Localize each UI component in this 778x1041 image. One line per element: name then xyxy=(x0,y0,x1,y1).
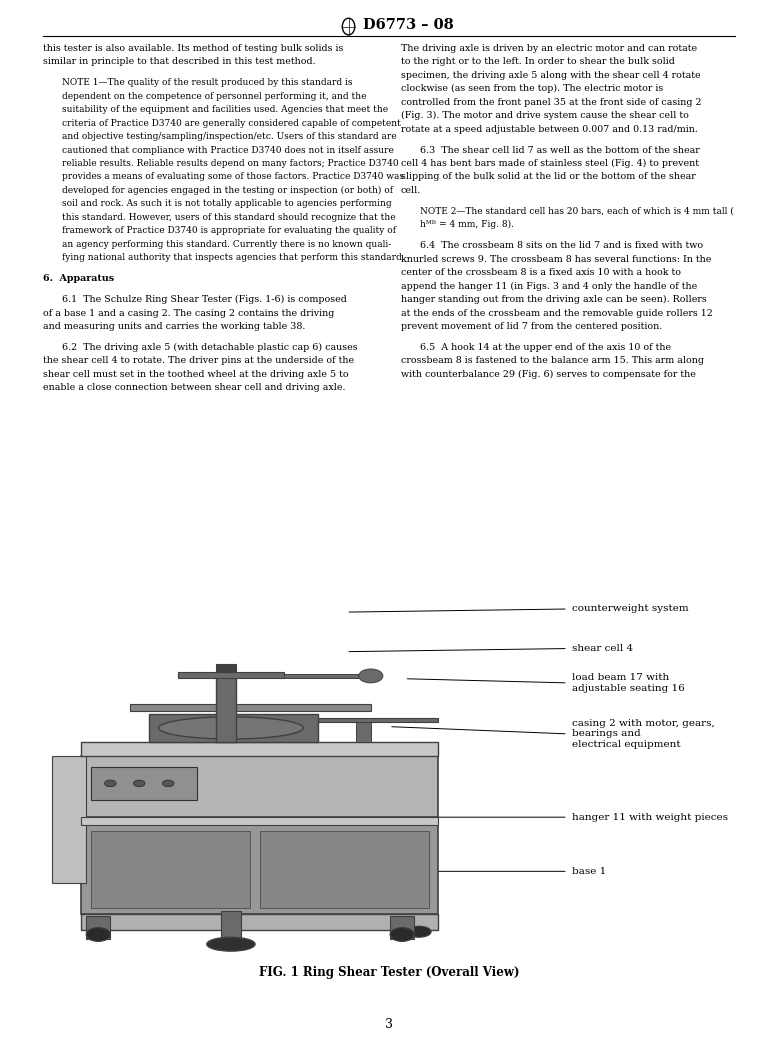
Text: developed for agencies engaged in the testing or inspection (or both) of: developed for agencies engaged in the te… xyxy=(62,186,393,195)
Text: 6.4  The crossbeam 8 sits on the lid 7 and is fixed with two: 6.4 The crossbeam 8 sits on the lid 7 an… xyxy=(420,242,703,250)
FancyBboxPatch shape xyxy=(52,756,86,883)
Bar xyxy=(390,916,414,939)
Bar xyxy=(284,674,371,678)
Ellipse shape xyxy=(407,926,431,937)
Text: dependent on the competence of personnel performing it, and the: dependent on the competence of personnel… xyxy=(62,92,366,101)
Text: FIG. 1 Ring Shear Tester (Overall View): FIG. 1 Ring Shear Tester (Overall View) xyxy=(259,966,519,979)
Text: provides a means of evaluating some of those factors. Practice D3740 was: provides a means of evaluating some of t… xyxy=(62,173,405,181)
Bar xyxy=(149,714,317,742)
Text: enable a close connection between shear cell and driving axle.: enable a close connection between shear … xyxy=(43,383,345,392)
Bar xyxy=(82,756,438,816)
Text: counterweight system: counterweight system xyxy=(572,605,689,613)
Text: center of the crossbeam 8 is a fixed axis 10 with a hook to: center of the crossbeam 8 is a fixed axi… xyxy=(401,269,681,277)
Bar xyxy=(82,742,438,756)
Text: an agency performing this standard. Currently there is no known quali-: an agency performing this standard. Curr… xyxy=(62,239,391,249)
Text: casing 2 with motor, gears,
bearings and
electrical equipment: casing 2 with motor, gears, bearings and… xyxy=(572,719,714,748)
Text: clockwise (as seen from the top). The electric motor is: clockwise (as seen from the top). The el… xyxy=(401,84,663,94)
Text: cautioned that compliance with Practice D3740 does not in itself assure: cautioned that compliance with Practice … xyxy=(62,146,394,154)
Text: knurled screws 9. The crossbeam 8 has several functions: In the: knurled screws 9. The crossbeam 8 has se… xyxy=(401,255,711,263)
Text: suitability of the equipment and facilities used. Agencies that meet the: suitability of the equipment and facilit… xyxy=(62,105,388,115)
Text: 3: 3 xyxy=(385,1018,393,1031)
Text: reliable results. Reliable results depend on many factors; Practice D3740: reliable results. Reliable results depen… xyxy=(62,159,399,168)
Bar xyxy=(130,705,371,711)
Circle shape xyxy=(163,780,174,787)
Text: soil and rock. As such it is not totally applicable to agencies performing: soil and rock. As such it is not totally… xyxy=(62,200,392,208)
Text: this tester is also available. Its method of testing bulk solids is: this tester is also available. Its metho… xyxy=(43,44,343,53)
Bar xyxy=(86,916,110,939)
Text: fying national authority that inspects agencies that perform this standard.: fying national authority that inspects a… xyxy=(62,253,405,262)
Text: hanger standing out from the driving axle can be seen). Rollers: hanger standing out from the driving axl… xyxy=(401,296,706,304)
Bar xyxy=(216,672,236,742)
Text: framework of Practice D3740 is appropriate for evaluating the quality of: framework of Practice D3740 is appropria… xyxy=(62,226,396,235)
Text: (Fig. 3). The motor and drive system cause the shear cell to: (Fig. 3). The motor and drive system cau… xyxy=(401,111,689,121)
Text: 6.1  The Schulze Ring Shear Tester (Figs. 1-6) is composed: 6.1 The Schulze Ring Shear Tester (Figs.… xyxy=(62,296,347,304)
Text: 6.3  The shear cell lid 7 as well as the bottom of the shear: 6.3 The shear cell lid 7 as well as the … xyxy=(420,146,700,154)
Ellipse shape xyxy=(159,717,303,739)
Text: and objective testing/sampling/inspection/etc. Users of this standard are: and objective testing/sampling/inspectio… xyxy=(62,132,397,141)
Text: with counterbalance 29 (Fig. 6) serves to compensate for the: with counterbalance 29 (Fig. 6) serves t… xyxy=(401,370,696,379)
Text: the shear cell 4 to rotate. The driver pins at the underside of the: the shear cell 4 to rotate. The driver p… xyxy=(43,356,354,365)
Text: shear cell 4: shear cell 4 xyxy=(572,644,633,653)
Circle shape xyxy=(104,780,116,787)
Text: rotate at a speed adjustable between 0.007 and 0.13 rad/min.: rotate at a speed adjustable between 0.0… xyxy=(401,125,698,133)
Bar xyxy=(82,824,438,914)
Text: base 1: base 1 xyxy=(572,867,606,875)
Circle shape xyxy=(359,669,383,683)
Bar xyxy=(356,719,371,742)
Text: shear cell must set in the toothed wheel at the driving axle 5 to: shear cell must set in the toothed wheel… xyxy=(43,370,349,379)
Text: criteria of Practice D3740 are generally considered capable of competent: criteria of Practice D3740 are generally… xyxy=(62,119,401,128)
Circle shape xyxy=(86,928,110,941)
Bar xyxy=(317,718,438,722)
Bar xyxy=(91,767,197,801)
Text: hᴹᴵᵗ = 4 mm, Fig. 8).: hᴹᴵᵗ = 4 mm, Fig. 8). xyxy=(420,221,514,229)
Text: The driving axle is driven by an electric motor and can rotate: The driving axle is driven by an electri… xyxy=(401,44,697,53)
Text: slipping of the bulk solid at the lid or the bottom of the shear: slipping of the bulk solid at the lid or… xyxy=(401,173,696,181)
Text: NOTE 1—The quality of the result produced by this standard is: NOTE 1—The quality of the result produce… xyxy=(62,78,352,87)
Text: 6.2  The driving axle 5 (with detachable plastic cap 6) causes: 6.2 The driving axle 5 (with detachable … xyxy=(62,342,358,352)
Ellipse shape xyxy=(207,937,255,951)
Bar xyxy=(178,672,284,678)
Bar xyxy=(82,914,438,931)
Text: hanger 11 with weight pieces: hanger 11 with weight pieces xyxy=(572,813,728,821)
Text: append the hanger 11 (in Figs. 3 and 4 only the handle of the: append the hanger 11 (in Figs. 3 and 4 o… xyxy=(401,282,697,290)
Text: similar in principle to that described in this test method.: similar in principle to that described i… xyxy=(43,57,315,67)
Text: 6.5  A hook 14 at the upper end of the axis 10 of the: 6.5 A hook 14 at the upper end of the ax… xyxy=(420,342,671,352)
Text: specimen, the driving axle 5 along with the shear cell 4 rotate: specimen, the driving axle 5 along with … xyxy=(401,71,700,80)
Bar xyxy=(260,831,429,908)
Text: at the ends of the crossbeam and the removable guide rollers 12: at the ends of the crossbeam and the rem… xyxy=(401,308,713,318)
Text: this standard. However, users of this standard should recognize that the: this standard. However, users of this st… xyxy=(62,213,396,222)
Text: to the right or to the left. In order to shear the bulk solid: to the right or to the left. In order to… xyxy=(401,57,675,67)
Bar xyxy=(91,831,251,908)
Bar xyxy=(221,911,240,939)
Text: NOTE 2—The standard cell has 20 bars, each of which is 4 mm tall (: NOTE 2—The standard cell has 20 bars, ea… xyxy=(420,207,734,215)
Text: D6773 – 08: D6773 – 08 xyxy=(363,18,454,32)
Text: of a base 1 and a casing 2. The casing 2 contains the driving: of a base 1 and a casing 2. The casing 2… xyxy=(43,308,335,318)
Text: prevent movement of lid 7 from the centered position.: prevent movement of lid 7 from the cente… xyxy=(401,322,662,331)
Bar xyxy=(82,816,438,824)
Text: and measuring units and carries the working table 38.: and measuring units and carries the work… xyxy=(43,322,305,331)
Bar xyxy=(216,664,236,672)
Text: cell 4 has bent bars made of stainless steel (Fig. 4) to prevent: cell 4 has bent bars made of stainless s… xyxy=(401,159,699,168)
Text: load beam 17 with
adjustable seating 16: load beam 17 with adjustable seating 16 xyxy=(572,674,685,692)
Text: 6.  Apparatus: 6. Apparatus xyxy=(43,274,114,283)
Text: cell.: cell. xyxy=(401,186,421,195)
Text: controlled from the front panel 35 at the front side of casing 2: controlled from the front panel 35 at th… xyxy=(401,98,701,106)
Circle shape xyxy=(134,780,145,787)
Circle shape xyxy=(390,928,414,941)
Text: crossbeam 8 is fastened to the balance arm 15. This arm along: crossbeam 8 is fastened to the balance a… xyxy=(401,356,703,365)
